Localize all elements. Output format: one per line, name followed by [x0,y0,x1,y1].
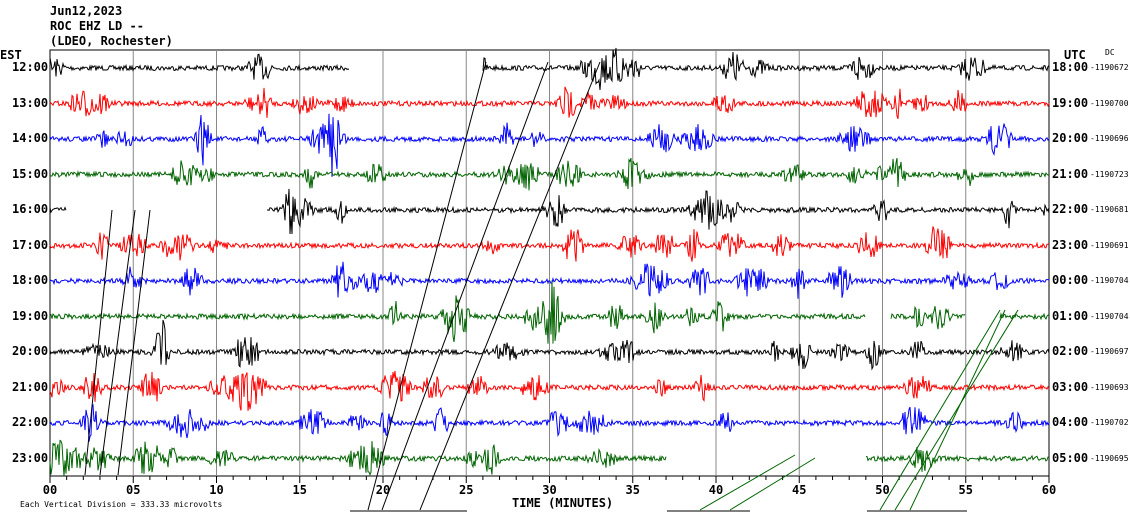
x-tick-label: 35 [626,483,640,497]
utc-hour-label: 22:00 [1052,202,1089,216]
seismic-trace [865,446,1050,472]
x-tick-label: 45 [792,483,806,497]
seismic-trace [49,403,1050,442]
utc-hour-label: 01:00 [1052,308,1089,323]
dc-offset-label: -1190704 [1090,311,1129,321]
est-hour-label: 20:00 [12,344,49,358]
seismic-trace [49,113,1050,177]
seismic-trace [49,157,1050,191]
seismic-trace [49,86,1050,120]
event-slew-line [84,209,113,476]
x-tick-label: 20 [376,483,390,497]
est-hour-label: 22:00 [12,415,49,429]
dc-offset-label: -1190702 [1090,418,1129,427]
event-slew-line [117,209,151,476]
dc-offset-label: -1190723 [1090,169,1129,179]
dc-offset-label: -1190697 [1090,347,1129,356]
seismic-trace [999,312,1050,321]
x-tick-label: 15 [293,483,307,497]
dc-offset-label: -1190693 [1090,382,1129,392]
utc-hour-label: 03:00 [1052,379,1089,394]
event-slew-line [419,61,601,511]
dc-offset-label: -1190681 [1090,205,1129,214]
dc-offset-label: -1190700 [1090,98,1129,108]
est-title: EST [0,48,22,62]
est-hour-label: 16:00 [12,202,49,216]
x-tick-label: 40 [709,483,723,497]
x-tick-label: 05 [126,483,140,497]
station-label: ROC EHZ LD -- [50,19,144,33]
seismic-trace [49,53,350,80]
x-tick-label: 30 [542,483,556,497]
event-slew-line [894,309,1019,511]
network-label: (LDEO, Rochester) [50,34,173,48]
x-tick-label: 50 [875,483,889,497]
dc-offset-label: -1190691 [1090,240,1129,250]
seismic-trace [49,261,1050,299]
est-hour-label: 18:00 [12,273,49,287]
est-hour-label: 14:00 [12,131,49,145]
utc-hour-label: 05:00 [1052,450,1089,465]
seismic-trace [49,319,1050,371]
x-tick-label: 25 [459,483,473,497]
x-tick-label: 60 [1042,483,1056,497]
utc-hour-label: 18:00 [1052,60,1089,74]
seismic-trace [482,47,1050,90]
utc-hour-label: 23:00 [1052,237,1089,252]
event-slew-line [909,309,1006,511]
utc-hour-label: 19:00 [1052,95,1089,110]
est-hour-label: 19:00 [12,308,49,323]
seismic-trace [49,226,1050,262]
utc-hour-label: 00:00 [1052,273,1089,287]
dc-offset-label: -1190704 [1090,276,1129,285]
est-hour-label: 21:00 [12,379,49,394]
est-hour-label: 17:00 [12,237,49,252]
seismic-trace [49,206,67,214]
seismic-trace [49,280,866,344]
event-slew-line [381,61,549,511]
seismic-trace [266,188,1050,235]
date-label: Jun12,2023 [50,4,123,18]
event-slew-line [99,209,136,476]
dc-offset-label: -1190696 [1090,134,1129,143]
utc-hour-label: 04:00 [1052,415,1089,429]
utc-hour-label: 21:00 [1052,166,1089,181]
est-hour-label: 23:00 [12,450,49,465]
dc-offset-label: -1190695 [1090,453,1129,463]
seismic-trace [49,439,667,477]
event-slew-line [367,61,487,511]
seismic-trace [890,305,966,330]
est-hour-label: 15:00 [12,166,49,181]
est-hour-label: 12:00 [12,60,49,74]
utc-title: UTC [1064,48,1086,62]
est-hour-label: 13:00 [12,95,49,110]
x-tick-label: 55 [959,483,973,497]
event-slew-line [699,454,796,511]
x-tick-label: 10 [209,483,223,497]
dc-title: DC [1105,48,1115,57]
seismic-trace [49,370,1050,411]
event-slew-line [879,309,1001,511]
utc-hour-label: 20:00 [1052,131,1089,145]
x-tick-label: 00 [43,483,57,497]
utc-hour-label: 02:00 [1052,344,1089,358]
dc-offset-label: -1190672 [1090,63,1129,72]
x-axis-label: TIME (MINUTES) [512,496,614,510]
event-slew-line [729,457,816,511]
scale-note: Each Vertical Division = 333.33 microvol… [20,500,223,509]
